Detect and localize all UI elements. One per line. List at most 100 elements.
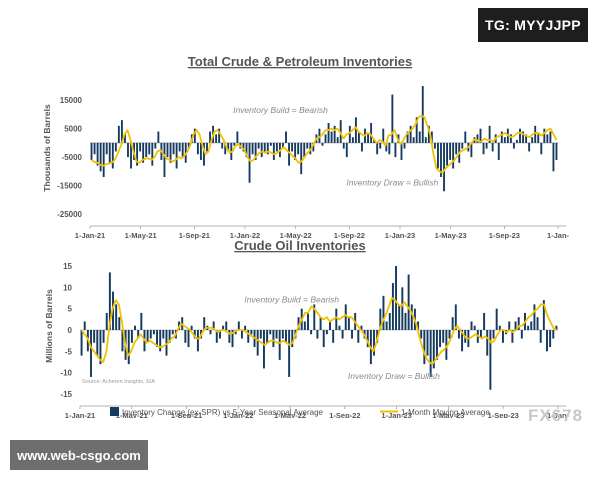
bar	[222, 325, 225, 330]
bar	[288, 330, 291, 377]
watermark: FX678	[528, 406, 584, 425]
bar	[516, 140, 518, 143]
x-tick-label: 1-May-22	[280, 231, 312, 240]
bar	[96, 142, 99, 166]
bar	[169, 142, 172, 163]
bar	[306, 142, 309, 149]
bar	[206, 142, 208, 152]
bar	[330, 131, 333, 143]
bar	[491, 142, 494, 152]
bar	[148, 142, 151, 155]
legend-bar-swatch	[110, 407, 119, 416]
x-tick-label: 1-Jan-	[547, 231, 570, 240]
bar	[285, 330, 287, 343]
telegram-badge: TG: MYYJJPP	[478, 8, 588, 42]
bar	[209, 330, 212, 335]
source-note: Source: Acheron Insights, EIA	[82, 379, 155, 385]
bar	[259, 330, 262, 339]
bar	[379, 142, 382, 149]
bar	[234, 330, 237, 335]
bar	[157, 131, 160, 143]
bar	[165, 330, 168, 356]
y-tick-label: -15000	[57, 182, 82, 191]
bar	[146, 330, 149, 343]
bar	[341, 330, 344, 339]
bar	[215, 330, 218, 343]
bar	[172, 142, 175, 155]
bar	[193, 330, 196, 339]
bar	[470, 321, 473, 330]
x-tick-label: 1-Sep-23	[489, 231, 520, 240]
bar	[382, 295, 385, 330]
bar	[196, 330, 199, 352]
bar	[300, 142, 303, 175]
bar	[527, 325, 530, 330]
bar	[358, 131, 360, 143]
x-tick-label: 1-Jan-23	[385, 231, 415, 240]
bar	[118, 317, 121, 330]
bar	[543, 128, 546, 143]
bar	[446, 142, 449, 166]
bar	[360, 325, 363, 330]
bar	[316, 330, 319, 339]
bar	[373, 140, 376, 143]
bar	[410, 304, 413, 330]
bar	[181, 142, 184, 158]
bar	[152, 330, 155, 335]
bar	[427, 125, 430, 143]
bar	[461, 330, 464, 352]
bar	[552, 142, 555, 172]
bar	[297, 142, 300, 155]
bar	[430, 131, 433, 143]
bar	[361, 142, 363, 152]
bar	[178, 142, 181, 152]
bar	[429, 330, 432, 377]
bar	[102, 142, 105, 178]
bar	[297, 317, 300, 330]
bar	[225, 321, 228, 330]
x-tick-label: 1-Jan-22	[223, 411, 253, 418]
bar	[433, 142, 436, 149]
legend-line-label: 1-Month Moving Average	[401, 408, 490, 417]
chart-panel: Total Crude & Petroleum Inventories Thou…	[10, 8, 590, 420]
bar	[443, 142, 445, 192]
bar	[99, 330, 102, 365]
bar	[281, 330, 284, 339]
bar	[412, 137, 415, 143]
bar	[149, 330, 152, 339]
bar	[528, 142, 531, 152]
bar	[130, 330, 133, 343]
bar	[166, 142, 169, 158]
bar	[114, 142, 117, 152]
bar	[452, 142, 455, 169]
chart-title: Crude Oil Inventories	[234, 238, 365, 253]
bar	[307, 312, 309, 330]
bar	[121, 330, 124, 352]
bar	[482, 142, 485, 155]
bar	[291, 330, 294, 348]
bar	[242, 142, 245, 152]
bar	[514, 321, 517, 330]
bar	[347, 317, 350, 330]
y-axis-label: Thousands of Barrels	[42, 104, 52, 192]
bar	[329, 321, 331, 330]
chart-crude-oil: Crude Oil Inventories Millions of Barrel…	[44, 238, 570, 420]
bar	[130, 142, 132, 169]
bar	[224, 142, 227, 155]
bar	[324, 134, 327, 143]
bar	[418, 131, 421, 143]
y-tick-label: -5	[65, 347, 73, 356]
bar	[344, 304, 347, 330]
bar	[218, 330, 221, 339]
bar	[476, 134, 479, 143]
bar	[336, 137, 339, 143]
bar	[549, 131, 552, 143]
bar	[231, 330, 234, 348]
bar	[485, 142, 488, 149]
bar	[321, 142, 324, 146]
bar	[221, 142, 224, 149]
bar	[233, 142, 236, 146]
y-tick-label: 10	[63, 283, 72, 292]
bar	[540, 142, 543, 155]
x-tick-label: 1-Sep-22	[334, 231, 365, 240]
